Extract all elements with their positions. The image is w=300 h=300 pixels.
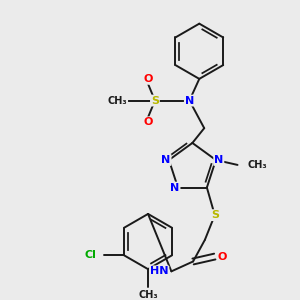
Text: S: S — [211, 210, 219, 220]
Text: N: N — [170, 182, 180, 193]
Text: CH₃: CH₃ — [138, 290, 158, 300]
Text: N: N — [214, 155, 224, 165]
Text: O: O — [218, 252, 227, 262]
Text: O: O — [143, 74, 153, 84]
Text: N: N — [185, 96, 194, 106]
Text: O: O — [143, 117, 153, 127]
Text: N: N — [161, 155, 171, 165]
Text: HN: HN — [150, 266, 168, 276]
Text: Cl: Cl — [85, 250, 97, 260]
Text: CH₃: CH₃ — [248, 160, 267, 170]
Text: CH₃: CH₃ — [108, 96, 127, 106]
Text: S: S — [151, 96, 159, 106]
